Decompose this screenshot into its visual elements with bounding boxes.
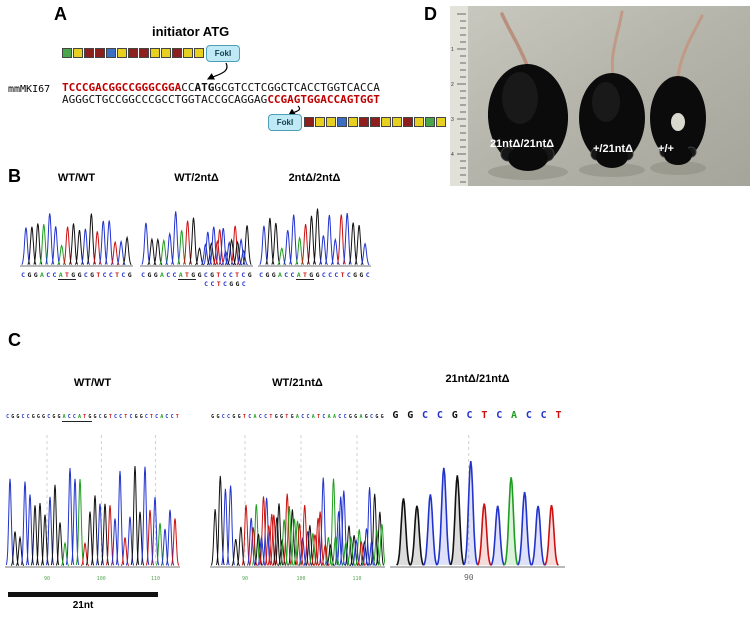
- svg-text:1: 1: [451, 47, 454, 53]
- mouse-head: [508, 145, 548, 171]
- chromatogram-c-wt-21nt: 90 100 110: [210, 435, 385, 581]
- svg-text:90: 90: [44, 576, 50, 581]
- genotype-label-c-wt-21nt: WT/21ntΔ: [272, 377, 323, 389]
- svg-text:110: 110: [352, 576, 361, 581]
- sequence-bottom-strand: AGGGCTGCCGGCCCGCCTGGTACCGCAGGAGCCGAGTGGA…: [62, 93, 380, 106]
- mouse-genotype-label-1: 21ntΔ/21ntΔ: [490, 138, 554, 150]
- chromatogram-b-wt-wt: [20, 213, 133, 267]
- chromatogram-b-2nt-2nt: [258, 208, 371, 267]
- sequence-top-strand: TCCCGACGGCCGGGCGGACCATGGCGTCCTCGGCTCACCT…: [62, 81, 380, 94]
- ruler: [450, 6, 468, 186]
- svg-text:100: 100: [97, 576, 106, 581]
- chromatogram-b-wt-2nt: [140, 211, 253, 267]
- ruler-ticks: 1 2 3 4: [451, 13, 466, 183]
- mouse-shadow: [579, 163, 645, 177]
- svg-text:4: 4: [451, 152, 454, 158]
- svg-text:2: 2: [451, 82, 454, 88]
- svg-text:90: 90: [464, 573, 474, 581]
- mouse-head: [664, 145, 692, 165]
- mouse-tail: [500, 12, 530, 70]
- mouse-genotype-label-3: +/+: [658, 143, 674, 155]
- genotype-label-c-wt-wt: WT/WT: [73, 377, 112, 389]
- mouse-genotype-label-2: +/21ntΔ: [593, 143, 633, 155]
- svg-text:100: 100: [296, 576, 305, 581]
- svg-text:90: 90: [242, 576, 248, 581]
- panel-a-arrows: [206, 62, 301, 116]
- arrow-fok1-to-atg: [206, 62, 228, 80]
- mouse-fur-highlight: [502, 72, 538, 124]
- mouse-shadow: [488, 164, 568, 180]
- deletion-span-label: 21nt: [72, 600, 94, 611]
- svg-text:3: 3: [451, 117, 454, 123]
- mice-photo: 1 2 3 4 21ntΔ/21ntΔ +/21ntΔ +/+: [450, 6, 750, 186]
- initiator-atg-title: initiator ATG: [152, 24, 230, 39]
- chromatogram-c-21nt-21nt: 90: [390, 435, 565, 581]
- genotype-label-wt-wt: WT/WT: [57, 172, 96, 184]
- mouse-tail: [676, 14, 704, 78]
- panel-c-label: C: [8, 330, 21, 350]
- mouse-light-patch: [671, 113, 685, 131]
- svg-text:110: 110: [151, 576, 160, 581]
- chromatogram-c-wt-wt: 90 100 110: [5, 435, 180, 581]
- deletion-span-bar: [8, 592, 158, 597]
- genotype-label-2nt-2nt: 2ntΔ/2ntΔ: [288, 172, 341, 184]
- exon-diagram-bottom: [304, 117, 446, 127]
- mouse-tail: [610, 10, 624, 78]
- fok1-box-top: FokI: [206, 45, 240, 62]
- mouse-fur-highlight: [592, 82, 620, 122]
- fok1-box-bottom: FokI: [268, 114, 302, 131]
- mouse-head: [596, 146, 628, 168]
- panel-b-label: B: [8, 166, 21, 186]
- gene-name-label: mmMKI67: [8, 84, 51, 95]
- exon-diagram-top: [62, 48, 204, 58]
- mouse-shadow: [650, 161, 706, 175]
- panel-a-label: A: [54, 4, 67, 24]
- panel-d-label: D: [424, 4, 437, 24]
- genotype-label-wt-2nt: WT/2ntΔ: [174, 172, 219, 184]
- genotype-label-c-21nt-21nt: 21ntΔ/21ntΔ: [445, 373, 510, 385]
